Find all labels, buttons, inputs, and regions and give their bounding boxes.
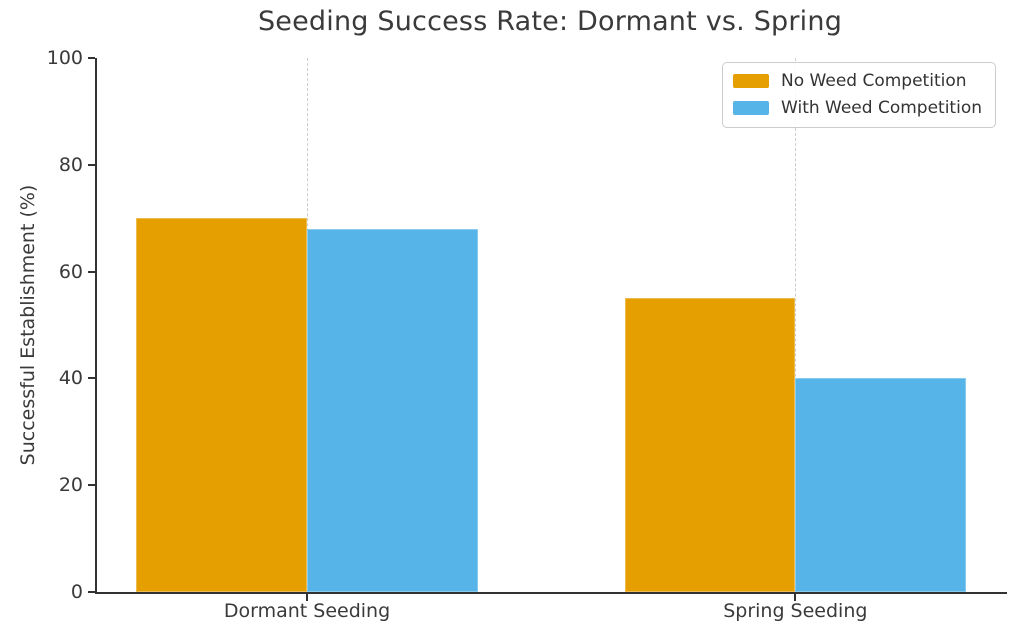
y-tick-mark: [88, 484, 95, 487]
legend-label: With Weed Competition: [781, 98, 982, 118]
bar-with-weed-competition-spring-seeding: [795, 378, 967, 592]
chart-title: Seeding Success Rate: Dormant vs. Spring: [257, 6, 843, 37]
y-axis-label: Successful Establishment (%): [17, 184, 39, 466]
y-tick-mark: [88, 591, 95, 593]
y-tick-mark: [88, 163, 95, 166]
y-tick-mark: [88, 270, 95, 273]
y-tick-label: 20: [58, 474, 83, 497]
legend: No Weed Competition With Weed Competition: [722, 62, 996, 128]
bar-no-weed-competition-dormant-seeding: [136, 218, 307, 592]
y-tick-label: 0: [70, 581, 83, 603]
plot-area: No Weed Competition With Weed Competition…: [47, 47, 1007, 622]
legend-swatch: [733, 101, 770, 115]
bar-with-weed-competition-dormant-seeding: [307, 228, 478, 592]
y-tick-label: 60: [58, 260, 83, 283]
legend-item-with-weed-competition: With Weed Competition: [733, 98, 982, 118]
legend-label: No Weed Competition: [781, 71, 967, 91]
y-tick-mark: [88, 57, 95, 59]
x-tick-label-dormant-seeding: Dormant Seeding: [223, 600, 391, 622]
x-tick-label-spring-seeding: Spring Seeding: [723, 600, 868, 622]
gridline: [795, 58, 797, 592]
y-tick-label: 80: [58, 153, 83, 176]
y-tick-mark: [88, 377, 95, 380]
x-tick-mark: [306, 594, 309, 601]
y-tick-label: 40: [58, 367, 83, 390]
legend-item-no-weed-competition: No Weed Competition: [733, 71, 982, 91]
x-tick-mark: [794, 594, 797, 601]
y-tick-label: 100: [46, 47, 83, 69]
bar-no-weed-competition-spring-seeding: [624, 298, 796, 592]
legend-swatch: [733, 74, 770, 88]
